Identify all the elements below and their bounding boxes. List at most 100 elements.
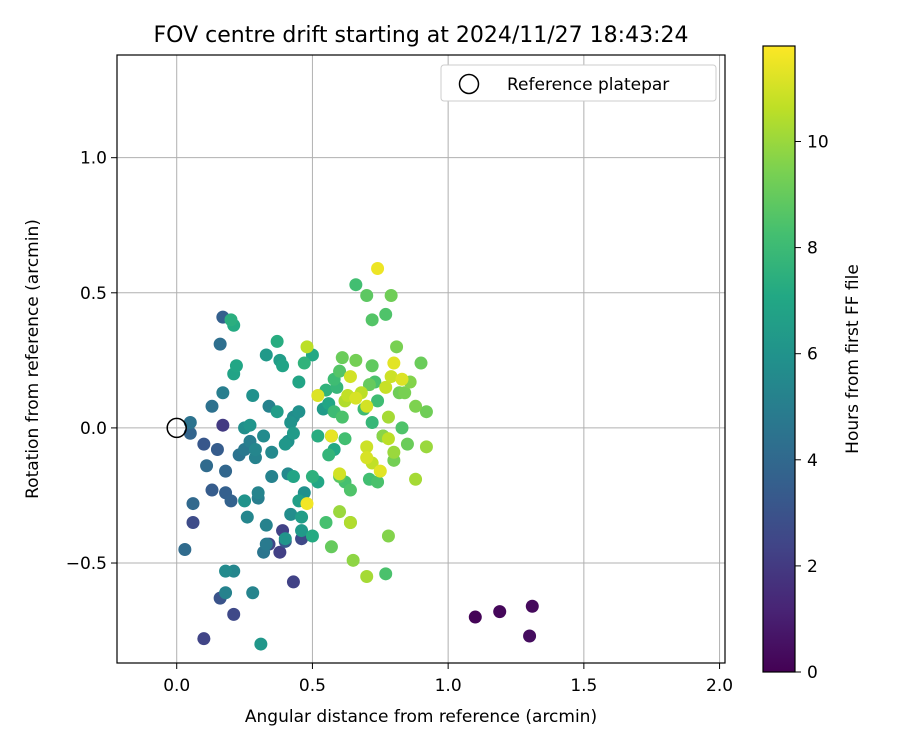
data-point bbox=[297, 356, 311, 370]
data-point bbox=[224, 313, 238, 327]
data-point bbox=[493, 605, 507, 619]
data-point bbox=[349, 391, 363, 405]
data-point bbox=[246, 388, 260, 402]
data-point bbox=[419, 440, 433, 454]
data-point bbox=[238, 494, 252, 508]
colorbar-gradient bbox=[763, 46, 795, 672]
y-tick-label: −0.5 bbox=[66, 554, 107, 574]
data-point bbox=[286, 575, 300, 589]
data-point bbox=[295, 510, 309, 524]
data-point bbox=[468, 610, 482, 624]
y-axis-ticks: −0.5 0.0 0.5 1.0 bbox=[66, 149, 117, 574]
data-point bbox=[248, 443, 262, 457]
data-point bbox=[373, 464, 387, 478]
data-point bbox=[360, 399, 374, 413]
data-point bbox=[525, 599, 539, 613]
data-point bbox=[270, 405, 284, 419]
data-point bbox=[324, 429, 338, 443]
data-point bbox=[343, 483, 357, 497]
data-point bbox=[216, 386, 230, 400]
data-point bbox=[197, 632, 211, 646]
data-point bbox=[259, 537, 273, 551]
y-axis-label: Rotation from reference (arcmin) bbox=[23, 219, 43, 499]
data-point bbox=[284, 507, 298, 521]
data-point bbox=[384, 370, 398, 384]
data-point bbox=[333, 467, 347, 481]
legend: Reference platepar bbox=[440, 64, 717, 102]
data-point bbox=[333, 364, 347, 378]
data-point bbox=[197, 437, 211, 451]
data-point bbox=[254, 637, 268, 651]
data-point bbox=[387, 356, 401, 370]
data-point bbox=[243, 418, 257, 432]
data-point bbox=[311, 388, 325, 402]
data-point bbox=[295, 524, 309, 538]
data-point bbox=[381, 432, 395, 446]
data-point bbox=[227, 607, 241, 621]
data-point bbox=[284, 416, 298, 430]
colorbar-tick-label: 6 bbox=[807, 345, 818, 365]
x-tick-label: 2.0 bbox=[706, 676, 733, 696]
data-point bbox=[365, 416, 379, 430]
data-point bbox=[205, 483, 219, 497]
data-point bbox=[305, 529, 319, 543]
data-point bbox=[384, 288, 398, 302]
data-point bbox=[335, 351, 349, 365]
data-point bbox=[219, 564, 233, 578]
data-point bbox=[319, 515, 333, 529]
colorbar-tick-label: 0 bbox=[807, 663, 818, 683]
data-point bbox=[178, 543, 192, 557]
data-point bbox=[216, 418, 230, 432]
data-point bbox=[379, 380, 393, 394]
colorbar-tick-label: 4 bbox=[807, 451, 818, 471]
data-point bbox=[259, 348, 273, 362]
colorbar-ticks: 0 2 4 6 8 10 bbox=[795, 132, 829, 683]
data-point bbox=[414, 356, 428, 370]
y-tick-label: 1.0 bbox=[80, 149, 107, 169]
data-point bbox=[257, 429, 271, 443]
data-point bbox=[270, 334, 284, 348]
data-point bbox=[322, 448, 336, 462]
data-point bbox=[276, 359, 290, 373]
colorbar-frame bbox=[762, 45, 796, 673]
data-point bbox=[379, 307, 393, 321]
data-point bbox=[219, 464, 233, 478]
data-point bbox=[349, 353, 363, 367]
data-point bbox=[240, 510, 254, 524]
data-point bbox=[379, 567, 393, 581]
x-tick-label: 0.5 bbox=[299, 676, 326, 696]
data-point bbox=[419, 405, 433, 419]
data-point bbox=[343, 515, 357, 529]
chart-title: FOV centre drift starting at 2024/11/27 … bbox=[154, 23, 689, 48]
colorbar-tick-label: 10 bbox=[807, 132, 829, 152]
data-point bbox=[300, 340, 314, 354]
data-point bbox=[292, 405, 306, 419]
data-point bbox=[278, 437, 292, 451]
data-point bbox=[324, 540, 338, 554]
y-tick-label: 0.5 bbox=[80, 284, 107, 304]
data-point bbox=[265, 445, 279, 459]
x-tick-label: 1.0 bbox=[435, 676, 462, 696]
data-point bbox=[400, 437, 414, 451]
data-point bbox=[311, 429, 325, 443]
data-point bbox=[183, 426, 197, 440]
legend-label: Reference platepar bbox=[507, 75, 669, 95]
reference-platepar-marker bbox=[166, 417, 187, 439]
data-point bbox=[381, 529, 395, 543]
data-point bbox=[219, 586, 233, 600]
data-point bbox=[292, 375, 306, 389]
data-point bbox=[360, 570, 374, 584]
x-axis-label: Angular distance from reference (arcmin) bbox=[245, 707, 597, 727]
data-point bbox=[259, 518, 273, 532]
data-point bbox=[273, 545, 287, 559]
data-point bbox=[200, 459, 214, 473]
data-point bbox=[371, 261, 385, 275]
data-point bbox=[338, 432, 352, 446]
data-point bbox=[210, 443, 224, 457]
data-points bbox=[178, 261, 539, 651]
data-point bbox=[395, 421, 409, 435]
data-point bbox=[229, 359, 243, 373]
data-point bbox=[251, 486, 265, 500]
data-point bbox=[286, 470, 300, 484]
